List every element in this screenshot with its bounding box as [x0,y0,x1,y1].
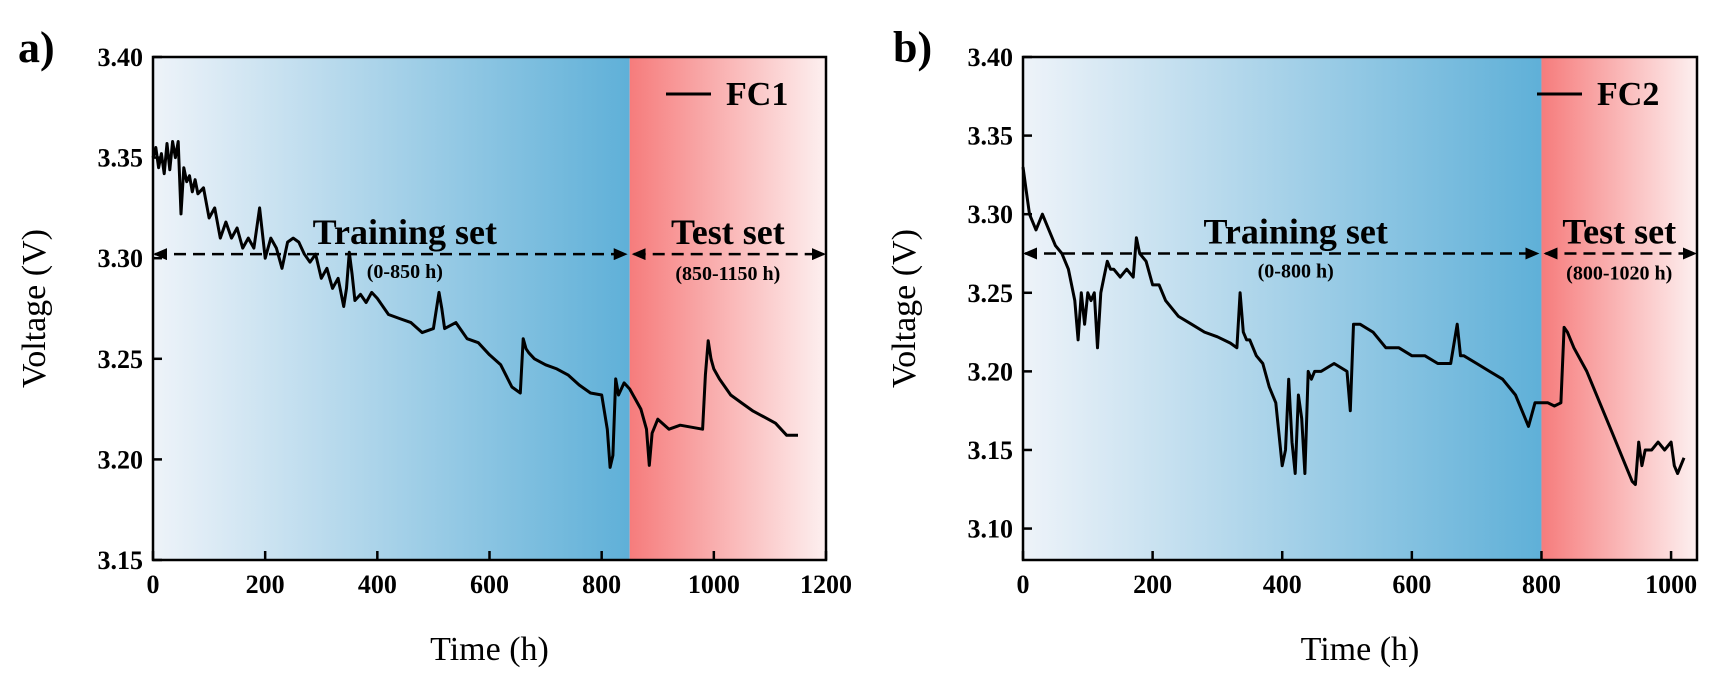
y-tick-label: 3.30 [98,244,144,273]
training-region-b [1023,57,1542,560]
x-tick-label: 0 [1017,570,1030,599]
y-tick-label: 3.25 [968,279,1014,308]
x-tick-label: 600 [470,570,509,599]
x-tick-label: 800 [582,570,621,599]
x-tick-label: 1000 [688,570,740,599]
training-set-label-b: Training set [1204,211,1388,251]
x-axis-title-a: Time (h) [430,631,549,668]
test-range-label-a: (850-1150 h) [675,263,780,285]
y-tick-label: 3.20 [98,445,144,474]
series-line-fc1 [151,140,798,469]
x-tick-label: 600 [1392,570,1431,599]
y-tick-label: 3.35 [98,144,144,173]
legend-label-fc1: FC1 [726,76,788,113]
training-range-label-b: (0-800 h) [1258,260,1334,282]
y-tick-label: 3.35 [968,122,1014,151]
y-tick-label: 3.40 [98,43,144,72]
test-set-label-b: Test set [1562,211,1676,251]
training-set-label-a: Training set [313,212,497,252]
y-axis-title-a: Voltage (V) [16,229,53,388]
series-line-fc2 [1021,166,1686,486]
chart-panel-b: b) 3.10 3.15 3.20 3.25 3.30 3.35 3.40 0 200 400 6… [886,23,1699,668]
x-tick-label: 1200 [800,570,852,599]
panel-label-a: a) [18,23,55,72]
training-range-label-a: (0-850 h) [367,261,443,283]
test-region-a [629,57,826,560]
y-tick-label: 3.15 [98,546,144,575]
y-tick-label: 3.25 [98,345,144,374]
x-tick-label: 200 [246,570,285,599]
training-region-a [153,57,630,560]
x-axis-title-b: Time (h) [1301,631,1420,668]
x-tick-label: 200 [1133,570,1172,599]
plot-frame-b [1021,55,1699,562]
x-tick-label: 1000 [1645,570,1697,599]
panel-label-b: b) [893,23,932,72]
test-range-label-b: (800-1020 h) [1566,262,1672,284]
y-tick-label: 3.30 [968,200,1014,229]
y-tick-label: 3.10 [968,515,1014,544]
legend-label-fc2: FC2 [1597,76,1659,113]
y-tick-label: 3.40 [968,43,1014,72]
x-tick-label: 0 [147,570,160,599]
x-tick-label: 800 [1522,570,1561,599]
test-region-b [1541,57,1697,560]
plot-frame-a [151,55,828,562]
y-axis-title-b: Voltage (V) [886,229,923,388]
test-set-label-a: Test set [671,212,785,252]
x-tick-label: 400 [1263,570,1302,599]
x-tick-label: 400 [358,570,397,599]
chart-panel-a: a) 3.15 3.20 3.25 3.30 3.35 3.40 0 200 400 600 80… [16,23,852,668]
y-tick-label: 3.15 [968,436,1014,465]
y-tick-label: 3.20 [968,357,1014,386]
